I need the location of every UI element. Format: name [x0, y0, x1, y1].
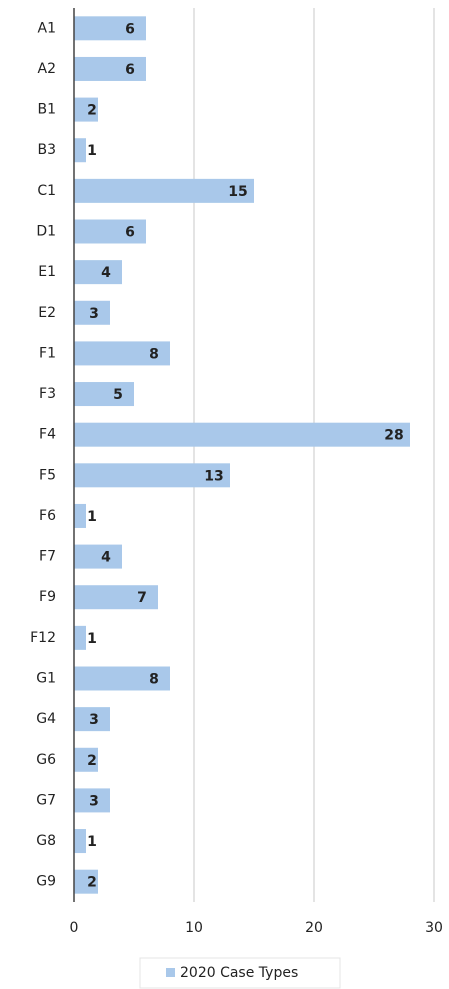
data-label: 13 [204, 468, 223, 484]
data-label: 1 [87, 631, 97, 647]
bar [74, 788, 110, 813]
data-label: 2 [87, 875, 97, 891]
data-label: 7 [137, 590, 147, 606]
data-label: 3 [89, 712, 99, 728]
data-label: 2 [87, 103, 97, 119]
bar [74, 869, 98, 894]
data-label: 6 [125, 21, 135, 37]
data-label: 15 [228, 184, 247, 200]
bar [74, 16, 146, 41]
bar [74, 138, 86, 163]
y-tick-label: E2 [38, 305, 56, 321]
y-tick-label: G8 [36, 833, 56, 849]
y-tick-label: B3 [37, 142, 56, 158]
bar [74, 585, 158, 610]
bar [74, 97, 98, 122]
bar [74, 544, 122, 569]
x-tick-label: 0 [70, 920, 79, 936]
bar [74, 178, 254, 203]
x-tick-label: 20 [305, 920, 323, 936]
y-tick-label: C1 [37, 183, 56, 199]
bar [74, 503, 86, 528]
bar [74, 625, 86, 650]
y-tick-label: F12 [30, 630, 56, 646]
y-tick-label: E1 [38, 264, 56, 280]
data-label: 3 [89, 793, 99, 809]
y-tick-label: G9 [36, 874, 56, 890]
data-label: 5 [113, 387, 123, 403]
y-tick-label: F3 [39, 386, 56, 402]
y-tick-label: A2 [38, 61, 56, 77]
data-label: 2 [87, 753, 97, 769]
bar [74, 341, 170, 366]
y-tick-label: F4 [39, 427, 56, 443]
legend-label: 2020 Case Types [180, 965, 298, 981]
bar [74, 260, 122, 285]
data-label: 4 [101, 550, 111, 566]
y-tick-label: B1 [37, 102, 56, 118]
data-label: 3 [89, 306, 99, 322]
data-label: 6 [125, 225, 135, 241]
data-label: 6 [125, 62, 135, 78]
bar [74, 300, 110, 325]
bar [74, 666, 170, 691]
y-tick-label: G7 [36, 792, 56, 808]
data-label: 1 [87, 509, 97, 525]
bar [74, 219, 146, 244]
y-tick-label: F6 [39, 508, 56, 524]
y-tick-label: F1 [39, 345, 56, 361]
y-tick-label: G6 [36, 752, 56, 768]
y-tick-label: D1 [36, 224, 56, 240]
x-tick-label: 30 [425, 920, 443, 936]
bar [74, 463, 230, 488]
y-tick-label: F9 [39, 589, 56, 605]
data-label: 4 [101, 265, 111, 281]
legend-swatch [166, 968, 175, 977]
y-tick-label: F7 [39, 549, 56, 565]
bar [74, 829, 86, 854]
y-tick-label: F5 [39, 467, 56, 483]
x-tick-label: 10 [185, 920, 203, 936]
bar [74, 707, 110, 732]
bar [74, 56, 146, 81]
data-label: 1 [87, 143, 97, 159]
y-tick-label: A1 [38, 20, 56, 36]
data-label: 28 [384, 428, 403, 444]
y-tick-label: G4 [36, 711, 56, 727]
y-tick-label: G1 [36, 671, 56, 687]
data-label: 1 [87, 834, 97, 850]
data-label: 8 [149, 672, 159, 688]
bar [74, 747, 98, 772]
data-label: 8 [149, 346, 159, 362]
bar [74, 382, 134, 407]
bar [74, 422, 410, 447]
